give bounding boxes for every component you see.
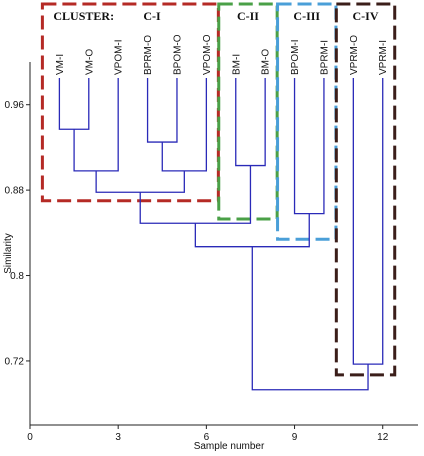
dendrogram-tree	[58, 78, 384, 391]
leaf-label: VPRM-I	[378, 40, 389, 75]
leaf-label: BPRM-I	[319, 40, 330, 75]
merge-link	[235, 78, 266, 167]
cluster-box	[334, 2, 397, 377]
leaf-label: BM-O	[261, 49, 272, 75]
x-tick-label: 12	[377, 432, 389, 443]
axes: 0.72 0.8 0.88 0.96 0 3 6 9 12	[5, 62, 418, 443]
leaf-label: VM-I	[55, 54, 66, 75]
cluster-name: C-I	[143, 9, 161, 23]
x-tick-label: 0	[27, 432, 33, 443]
merge-link	[293, 78, 325, 215]
cluster-name: C-III	[293, 9, 320, 23]
cluster-boxes: CLUSTER: C-I C-II C-III C-IV	[40, 2, 397, 377]
merge-link	[161, 78, 208, 172]
merge-link	[73, 78, 119, 172]
y-tick-label: 0.72	[5, 356, 25, 367]
merge-link	[58, 78, 90, 130]
y-axis-title: Similarity	[3, 233, 14, 274]
merge-link	[194, 213, 310, 248]
merge-link	[146, 78, 178, 143]
leaf-labels: VM-I VM-O VPOM-I BPRM-O BPOM-O VPOM-O BM-I BM-O…	[55, 34, 389, 75]
merge-link	[95, 170, 185, 193]
x-tick-label: 6	[204, 432, 210, 443]
leaf-label: BM-I	[231, 54, 242, 75]
leaf-label: VM-O	[84, 49, 95, 75]
x-tick-label: 3	[115, 432, 121, 443]
cluster-box	[40, 2, 220, 203]
leaf-label: BPOM-O	[172, 34, 183, 75]
cluster-name: C-IV	[353, 9, 379, 23]
cluster-name: C-II	[237, 9, 259, 23]
leaf-label: VPOM-I	[114, 39, 125, 75]
leaf-label: BPRM-O	[143, 35, 154, 75]
x-tick-label: 9	[292, 432, 298, 443]
cluster-box	[276, 2, 338, 241]
x-axis-title: Sample number	[194, 441, 265, 452]
merge-link	[139, 165, 252, 224]
y-tick-label: 0.96	[5, 100, 25, 111]
y-tick-label: 0.8	[10, 271, 24, 282]
cluster-heading: CLUSTER:	[53, 9, 114, 23]
cluster-box	[217, 2, 279, 221]
leaf-label: VPRM-O	[349, 35, 360, 75]
merge-link	[352, 78, 384, 365]
leaf-label: BPOM-I	[290, 39, 301, 75]
merge-link	[251, 246, 369, 391]
leaf-label: VPOM-O	[202, 34, 213, 75]
y-tick-label: 0.88	[5, 186, 25, 197]
